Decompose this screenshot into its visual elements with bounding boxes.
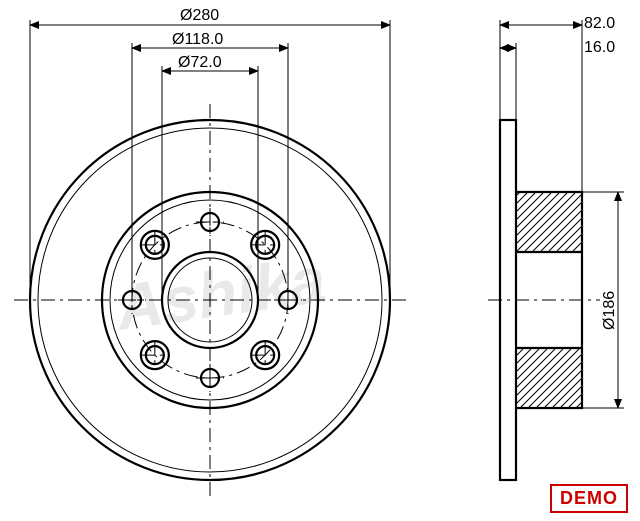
dim-d118-label: Ø118.0 <box>172 31 223 48</box>
demo-badge: DEMO <box>550 484 628 513</box>
watermark-text: Ashika <box>110 243 330 344</box>
hub-section-top <box>516 192 582 252</box>
drawing-svg: Ashika Ø280 Ø118.0 Ø72.0 <box>0 0 640 521</box>
drawing-canvas: Ashika Ø280 Ø118.0 Ø72.0 <box>0 0 640 521</box>
dim-82-label: 82.0 <box>584 15 615 32</box>
front-view: Ø280 Ø118.0 Ø72.0 <box>14 7 406 496</box>
dim-d72-label: Ø72.0 <box>178 54 222 71</box>
dim-16-label: 16.0 <box>584 39 615 56</box>
dim-d280-label: Ø280 <box>180 7 219 24</box>
side-view: 82.0 16.0 Ø186 <box>488 15 624 480</box>
dim-186-label: Ø186 <box>601 291 618 330</box>
hub-section-bot <box>516 348 582 408</box>
